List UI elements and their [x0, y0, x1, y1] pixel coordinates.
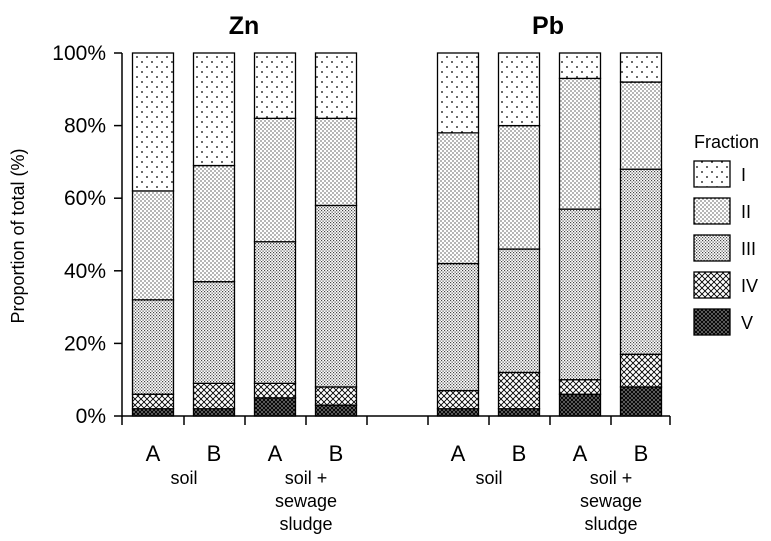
legend-label: IV: [741, 276, 758, 296]
x-category-label: B: [634, 441, 649, 466]
bar-segment-fraction-II: [192, 164, 236, 283]
y-tick-label: 20%: [64, 332, 106, 355]
bar-segment-fraction-I: [619, 52, 663, 83]
y-ticks: 0% 20% 40% 60% 80% 100%: [52, 42, 122, 428]
bar-segment-fraction-III: [497, 248, 541, 374]
bar-segment-fraction-I: [314, 52, 358, 119]
x-category-label: A: [268, 441, 283, 466]
bar-segment-fraction-IV: [497, 371, 541, 410]
group-label-line: soil: [170, 468, 197, 488]
y-tick-label: 60%: [64, 187, 106, 210]
legend-swatch-fraction-III: [693, 234, 731, 262]
bar-segment-fraction-I: [436, 52, 480, 134]
bar-segment-fraction-V: [436, 408, 480, 417]
bar-segment-fraction-V: [131, 408, 175, 417]
bar-segment-fraction-V: [558, 393, 602, 417]
legend-label: II: [741, 202, 751, 222]
bar-segment-fraction-I: [558, 52, 602, 80]
group-label-line: sludge: [584, 514, 637, 534]
group-label-line: soil +: [285, 468, 328, 488]
bar-segment-fraction-III: [131, 299, 175, 395]
bar-stack-pb-5: [497, 52, 541, 417]
legend-swatch-fraction-II: [693, 197, 731, 225]
x-ticks: [121, 416, 671, 425]
bar-stack-pb-6: [558, 52, 602, 417]
group-label-line: soil +: [590, 468, 633, 488]
bar-segment-fraction-III: [436, 262, 480, 392]
bar-stack-zn-1: [192, 52, 236, 417]
y-tick-label: 40%: [64, 260, 106, 283]
bar-segment-fraction-V: [497, 408, 541, 417]
bar-segment-fraction-IV: [131, 393, 175, 410]
legend-label: III: [741, 239, 756, 259]
legend-title: Fraction: [694, 132, 759, 152]
bar-segment-fraction-III: [253, 241, 297, 384]
x-category-label: B: [207, 441, 222, 466]
bar-segment-fraction-V: [619, 386, 663, 417]
bar-segment-fraction-III: [314, 204, 358, 388]
legend-swatch-fraction-IV: [693, 271, 731, 299]
bar-segment-fraction-II: [436, 132, 480, 265]
x-category-label: B: [329, 441, 344, 466]
bar-segment-fraction-III: [619, 168, 663, 355]
bar-segment-fraction-II: [558, 77, 602, 210]
panel-title-pb: Pb: [532, 12, 564, 40]
legend-label: V: [741, 313, 753, 333]
bar-segment-fraction-V: [314, 404, 358, 417]
bars: [131, 52, 663, 417]
bar-segment-fraction-IV: [314, 386, 358, 406]
bar-segment-fraction-I: [192, 52, 236, 167]
bar-stack-zn-0: [131, 52, 175, 417]
legend-swatch-fraction-V: [693, 308, 731, 336]
bar-segment-fraction-II: [314, 117, 358, 207]
bar-segment-fraction-III: [558, 208, 602, 381]
bar-segment-fraction-II: [619, 81, 663, 170]
x-category-label: A: [573, 441, 588, 466]
bar-segment-fraction-I: [497, 52, 541, 127]
legend-label: I: [741, 165, 746, 185]
bar-segment-fraction-V: [253, 397, 297, 417]
bar-segment-fraction-II: [253, 117, 297, 243]
group-label-line: sewage: [275, 491, 337, 511]
bar-segment-fraction-IV: [436, 389, 480, 410]
bar-segment-fraction-I: [131, 52, 175, 192]
bar-stack-zn-2: [253, 52, 297, 417]
x-category-label: A: [146, 441, 161, 466]
bar-segment-fraction-IV: [619, 353, 663, 388]
legend-swatch-fraction-I: [693, 160, 731, 188]
group-labels: soil soil + sewage sludge soil soil + sewage sl…: [170, 468, 642, 534]
bar-stack-pb-7: [619, 52, 663, 417]
bar-segment-fraction-I: [253, 52, 297, 119]
y-tick-label: 80%: [64, 115, 106, 138]
bar-segment-fraction-V: [192, 408, 236, 417]
y-tick-label: 0%: [76, 405, 106, 428]
group-label-line: soil: [475, 468, 502, 488]
x-category-label: B: [512, 441, 527, 466]
y-axis-title: Proportion of total (%): [8, 148, 28, 323]
bar-segment-fraction-IV: [558, 379, 602, 395]
group-label-line: sewage: [580, 491, 642, 511]
bar-segment-fraction-IV: [192, 382, 236, 410]
group-label-line: sludge: [279, 514, 332, 534]
y-tick-label: 100%: [52, 42, 106, 65]
bar-segment-fraction-II: [131, 190, 175, 301]
bar-segment-fraction-IV: [253, 382, 297, 399]
panel-title-zn: Zn: [229, 12, 260, 40]
bar-stack-zn-3: [314, 52, 358, 417]
bar-segment-fraction-II: [497, 124, 541, 250]
bar-segment-fraction-III: [192, 281, 236, 384]
x-category-label: A: [451, 441, 466, 466]
bar-stack-pb-4: [436, 52, 480, 417]
